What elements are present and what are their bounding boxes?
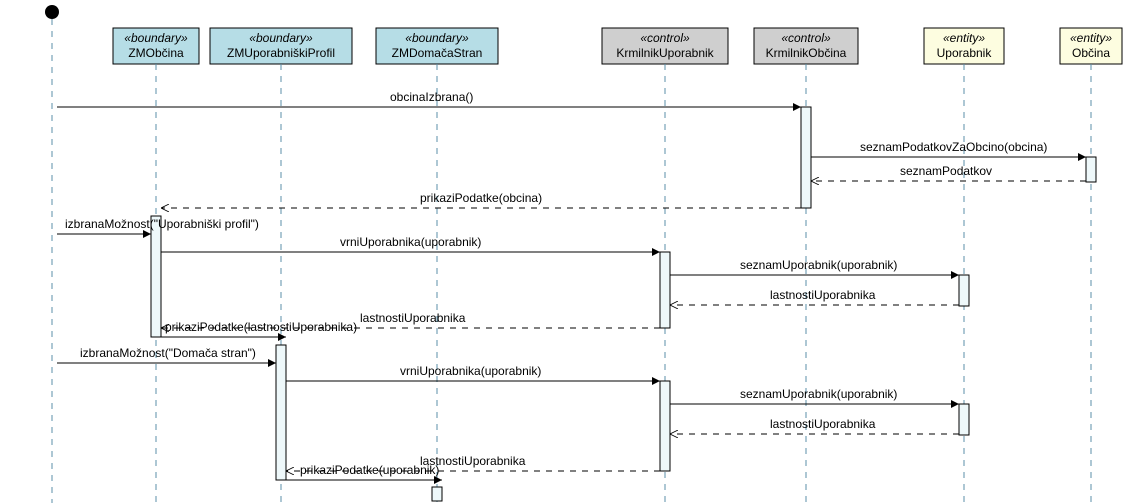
activation <box>660 252 670 328</box>
actor-dot <box>45 5 59 19</box>
message-label: seznamUporabnik(uporabnik) <box>740 387 897 401</box>
message-label: prikaziPodatke(lastnostiUporabnika) <box>165 320 357 334</box>
lifeline-name: Uporabnik <box>937 46 993 60</box>
lifeline-name: Občina <box>1072 46 1110 60</box>
message-label: prikaziPodatke(uporabnik) <box>300 463 439 477</box>
activation <box>276 345 286 480</box>
message-label: seznamPodatkov <box>900 164 992 178</box>
lifeline-obcina: «entity»Občina <box>1060 28 1122 503</box>
message-label: lastnostiUporabnika <box>770 288 876 302</box>
activation <box>432 487 442 501</box>
sequence-diagram: «boundary»ZMObčina«boundary»ZMUporabnišk… <box>0 0 1136 503</box>
message-label: lastnostiUporabnika <box>360 311 466 325</box>
activation <box>959 404 969 435</box>
lifeline-stereotype: «entity» <box>943 31 985 45</box>
lifeline-name: ZMDomačaStran <box>392 46 483 60</box>
lifeline-stereotype: «control» <box>640 31 690 45</box>
activation <box>801 107 811 208</box>
message-label: seznamUporabnik(uporabnik) <box>740 258 897 272</box>
message-label: seznamPodatkovZaObcino(obcina) <box>860 140 1047 154</box>
message-label: prikaziPodatke(obcina) <box>420 191 542 205</box>
lifeline-name: ZMUporabniškiProfil <box>227 46 335 60</box>
message-label: obcinaIzbrana() <box>390 90 473 104</box>
lifeline-stereotype: «entity» <box>1070 31 1112 45</box>
message-label: izbranaMožnost("Domača stran") <box>80 346 256 360</box>
activation <box>959 275 969 306</box>
message-label: lastnostiUporabnika <box>770 417 876 431</box>
message-label: izbranaMožnost("Uporabniški profil") <box>65 217 259 231</box>
message-label: vrniUporabnika(uporabnik) <box>400 364 541 378</box>
lifeline-name: ZMObčina <box>128 46 184 60</box>
lifeline-name: KrmilnikObčina <box>766 46 847 60</box>
activation <box>1086 157 1096 182</box>
lifeline-name: KrmilnikUporabnik <box>616 46 714 60</box>
lifeline-stereotype: «boundary» <box>124 31 188 45</box>
activation <box>660 381 670 471</box>
lifeline-stereotype: «control» <box>781 31 831 45</box>
message-label: vrniUporabnika(uporabnik) <box>340 235 481 249</box>
lifeline-stereotype: «boundary» <box>249 31 313 45</box>
activation <box>151 216 161 337</box>
lifeline-stereotype: «boundary» <box>405 31 469 45</box>
